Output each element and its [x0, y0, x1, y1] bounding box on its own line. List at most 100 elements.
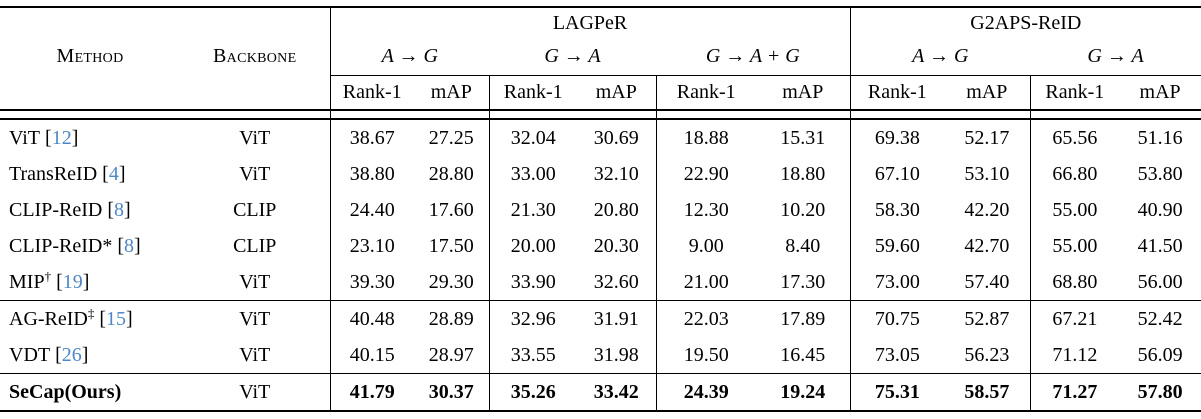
col-metric-rank1: Rank-1 — [489, 75, 577, 111]
value-cell: 27.25 — [414, 119, 490, 156]
citation: [12] — [45, 127, 78, 149]
table-row: CLIP-ReID* [8] CLIP 23.10 17.50 20.00 20.… — [0, 228, 1201, 264]
method-cell: CLIP-ReID* [8] — [0, 228, 180, 264]
value-cell: 29.30 — [414, 264, 490, 301]
value-cell: 52.42 — [1137, 307, 1183, 330]
value-cell: 53.80 — [1137, 162, 1183, 185]
value-cell: 21.00 — [656, 264, 756, 301]
method-cell: SeCap(Ours) — [0, 373, 180, 412]
value-cell: 56.00 — [1119, 264, 1201, 301]
value-cell: 33.55 — [489, 337, 577, 374]
backbone-cell: CLIP — [180, 228, 331, 264]
value-cell: 51.16 — [1137, 126, 1183, 149]
citation-open-bracket: [ — [45, 126, 52, 149]
value-cell: 20.30 — [577, 228, 657, 264]
col-header-backbone: Backbone — [180, 38, 331, 76]
citation-number[interactable]: 26 — [61, 343, 82, 366]
backbone-cell: CLIP — [180, 192, 331, 228]
citation-open-bracket: [ — [107, 198, 114, 221]
method-cell: MIP† [19] — [0, 264, 180, 301]
value-cell: 22.90 — [683, 162, 729, 185]
value-cell: 32.60 — [577, 264, 657, 301]
value-cell: 28.97 — [414, 337, 490, 374]
citation-open-bracket: [ — [99, 307, 107, 330]
method-name: ViT — [9, 126, 41, 149]
method-name: MIP — [9, 270, 45, 293]
value-cell: 67.10 — [874, 162, 920, 185]
value-cell: 59.60 — [874, 234, 920, 257]
col-subgroup-lagper-g-to-a-plus-g: G → A + G — [656, 38, 851, 76]
citation-close-bracket: ] — [118, 162, 126, 185]
citation-number[interactable]: 15 — [106, 307, 127, 330]
citation-number[interactable]: 8 — [124, 234, 134, 257]
value-cell: 39.30 — [330, 264, 414, 301]
value-cell: 32.96 — [510, 307, 556, 330]
method-cell: ViT [12] — [0, 119, 180, 156]
col-metric-map: mAP — [944, 75, 1031, 111]
value-cell: 21.30 — [510, 198, 556, 221]
citation-close-bracket: ] — [124, 198, 131, 221]
col-subgroup-lagper-g-to-a: G → A — [489, 38, 656, 76]
citation: [19] — [56, 271, 89, 293]
value-cell: 41.50 — [1137, 234, 1183, 257]
value-cell: 20.00 — [510, 234, 556, 257]
empty-cell — [180, 75, 331, 111]
method-name: AG-ReID — [9, 307, 88, 330]
double-rule-spacer — [0, 110, 1201, 120]
method-cell: TransReID [4] — [0, 156, 180, 192]
method-name: CLIP-ReID* — [9, 234, 113, 257]
value-cell: 73.05 — [850, 337, 945, 374]
table-row: ViT [12] ViT 38.67 27.25 32.04 30.69 18.8… — [0, 119, 1201, 156]
citation-open-bracket: [ — [117, 234, 124, 257]
value-cell: 65.56 — [1052, 126, 1098, 149]
table-row: MIP† [19] ViT 39.30 29.30 33.90 32.60 21.… — [0, 264, 1201, 301]
value-cell: 75.31 — [850, 373, 945, 412]
method-name: TransReID — [9, 162, 98, 185]
value-cell: 16.45 — [756, 337, 851, 374]
col-subgroup-g2aps-g-to-a: G → A — [1030, 38, 1201, 76]
col-metric-rank1: Rank-1 — [656, 75, 756, 111]
value-cell: 70.75 — [874, 307, 920, 330]
value-cell: 67.21 — [1052, 307, 1098, 330]
col-metric-map: mAP — [414, 75, 490, 111]
value-cell: 40.48 — [349, 307, 395, 330]
value-cell: 33.42 — [577, 373, 657, 412]
method-cell: AG-ReID‡ [15] — [0, 301, 180, 338]
table-row: AG-ReID‡ [15] ViT 40.48 28.89 32.96 31.91… — [0, 300, 1201, 338]
value-cell: 32.10 — [577, 156, 657, 192]
backbone-cell: ViT — [180, 119, 331, 156]
value-cell: 69.38 — [874, 126, 920, 149]
citation-number[interactable]: 19 — [62, 270, 83, 293]
citation-close-bracket: ] — [126, 307, 133, 330]
value-cell: 24.40 — [349, 198, 395, 221]
value-cell: 28.89 — [414, 300, 490, 337]
citation-open-bracket: [ — [56, 270, 63, 293]
backbone-cell: ViT — [180, 337, 331, 374]
backbone-cell: ViT — [180, 373, 331, 412]
citation: [4] — [102, 163, 125, 185]
value-cell: 17.50 — [414, 228, 490, 264]
method-superscript-mark: ‡ — [87, 304, 95, 320]
value-cell: 32.04 — [510, 126, 556, 149]
citation-open-bracket: [ — [102, 162, 109, 185]
value-cell: 17.60 — [414, 192, 490, 228]
value-cell: 57.40 — [944, 264, 1031, 301]
value-cell: 55.00 — [1052, 234, 1098, 257]
table-row: TransReID [4] ViT 38.80 28.80 33.00 32.10… — [0, 156, 1201, 192]
citation-number[interactable]: 12 — [51, 126, 72, 149]
citation-number[interactable]: 8 — [114, 198, 124, 221]
value-cell: 68.80 — [1030, 264, 1120, 301]
col-metric-map: mAP — [756, 75, 851, 111]
value-cell: 58.57 — [944, 373, 1031, 412]
value-cell: 8.40 — [756, 228, 851, 264]
method-name: VDT — [9, 343, 51, 366]
col-header-method: Method — [56, 45, 124, 68]
method-superscript-mark: † — [44, 267, 52, 283]
value-cell: 18.80 — [756, 156, 851, 192]
value-cell: 66.80 — [1052, 162, 1098, 185]
value-cell: 30.37 — [414, 373, 490, 412]
col-metric-rank1: Rank-1 — [330, 75, 414, 111]
value-cell: 56.23 — [944, 337, 1031, 374]
citation-number[interactable]: 4 — [108, 162, 119, 185]
citation-close-bracket: ] — [71, 126, 79, 149]
